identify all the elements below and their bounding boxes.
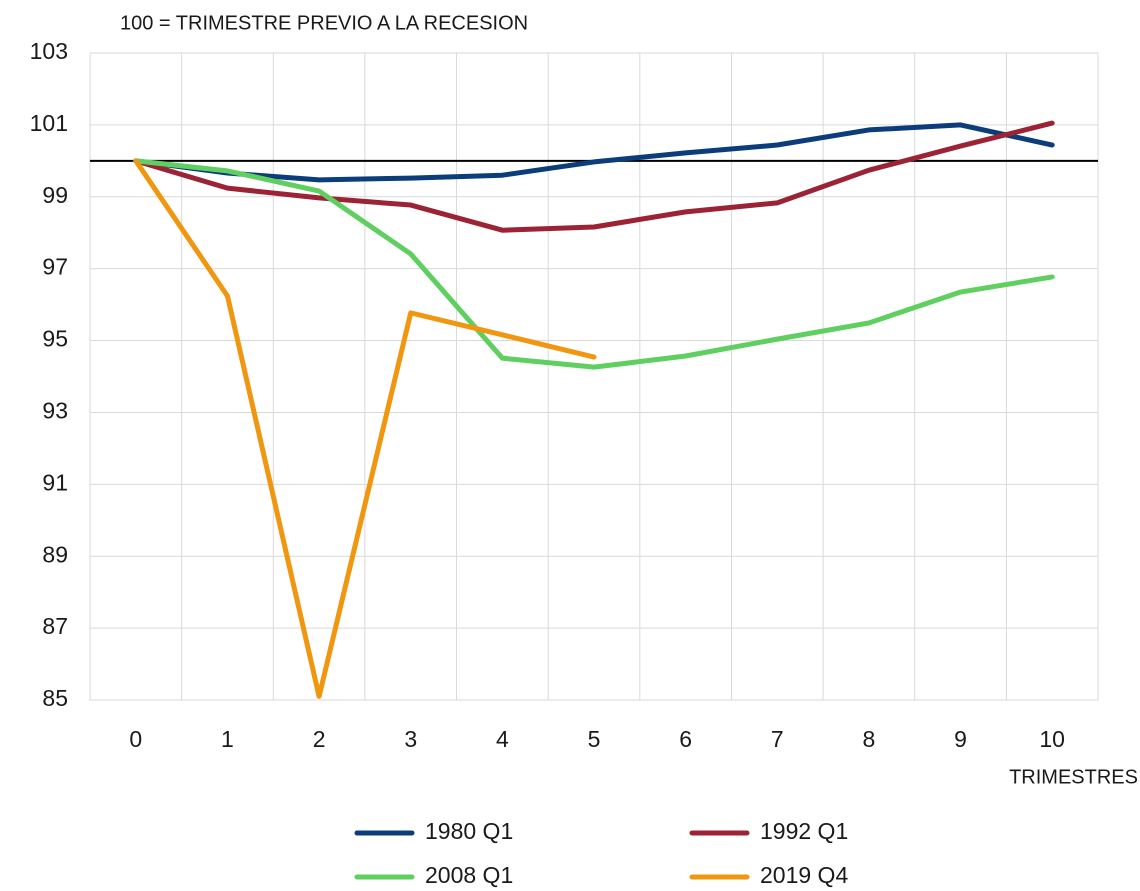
y-tick-label: 85 bbox=[42, 685, 68, 711]
chart-subtitle: 100 = TRIMESTRE PREVIO A LA RECESION bbox=[120, 12, 528, 34]
legend-label: 2008 Q1 bbox=[425, 862, 513, 888]
series-line bbox=[133, 122, 1055, 183]
x-tick-label: 3 bbox=[404, 726, 417, 752]
y-tick-label: 103 bbox=[30, 38, 68, 64]
y-tick-label: 97 bbox=[42, 254, 68, 280]
x-tick-label: 8 bbox=[863, 726, 876, 752]
y-tick-label: 91 bbox=[42, 469, 68, 495]
x-tick-label: 9 bbox=[954, 726, 967, 752]
x-tick-label: 0 bbox=[129, 726, 142, 752]
series-line bbox=[133, 158, 597, 699]
legend-label: 2019 Q4 bbox=[760, 862, 848, 888]
y-tick-label: 99 bbox=[42, 182, 68, 208]
y-tick-label: 101 bbox=[30, 110, 68, 136]
y-tick-label: 89 bbox=[42, 541, 68, 567]
x-tick-label: 2 bbox=[313, 726, 326, 752]
x-tick-label: 7 bbox=[771, 726, 784, 752]
y-tick-label: 93 bbox=[42, 398, 68, 424]
x-tick-label: 4 bbox=[496, 726, 509, 752]
legend-label: 1992 Q1 bbox=[760, 818, 848, 844]
plot-border bbox=[89, 52, 1099, 701]
x-tick-label: 10 bbox=[1039, 726, 1065, 752]
x-axis-label: TRIMESTRES bbox=[1009, 766, 1138, 788]
x-tick-label: 1 bbox=[221, 726, 234, 752]
x-tick-label: 6 bbox=[679, 726, 692, 752]
legend-label: 1980 Q1 bbox=[425, 818, 513, 844]
y-tick-label: 87 bbox=[42, 613, 68, 639]
series-line bbox=[133, 158, 1055, 370]
series-line bbox=[133, 120, 1055, 233]
x-tick-label: 5 bbox=[588, 726, 601, 752]
y-tick-label: 95 bbox=[42, 326, 68, 352]
